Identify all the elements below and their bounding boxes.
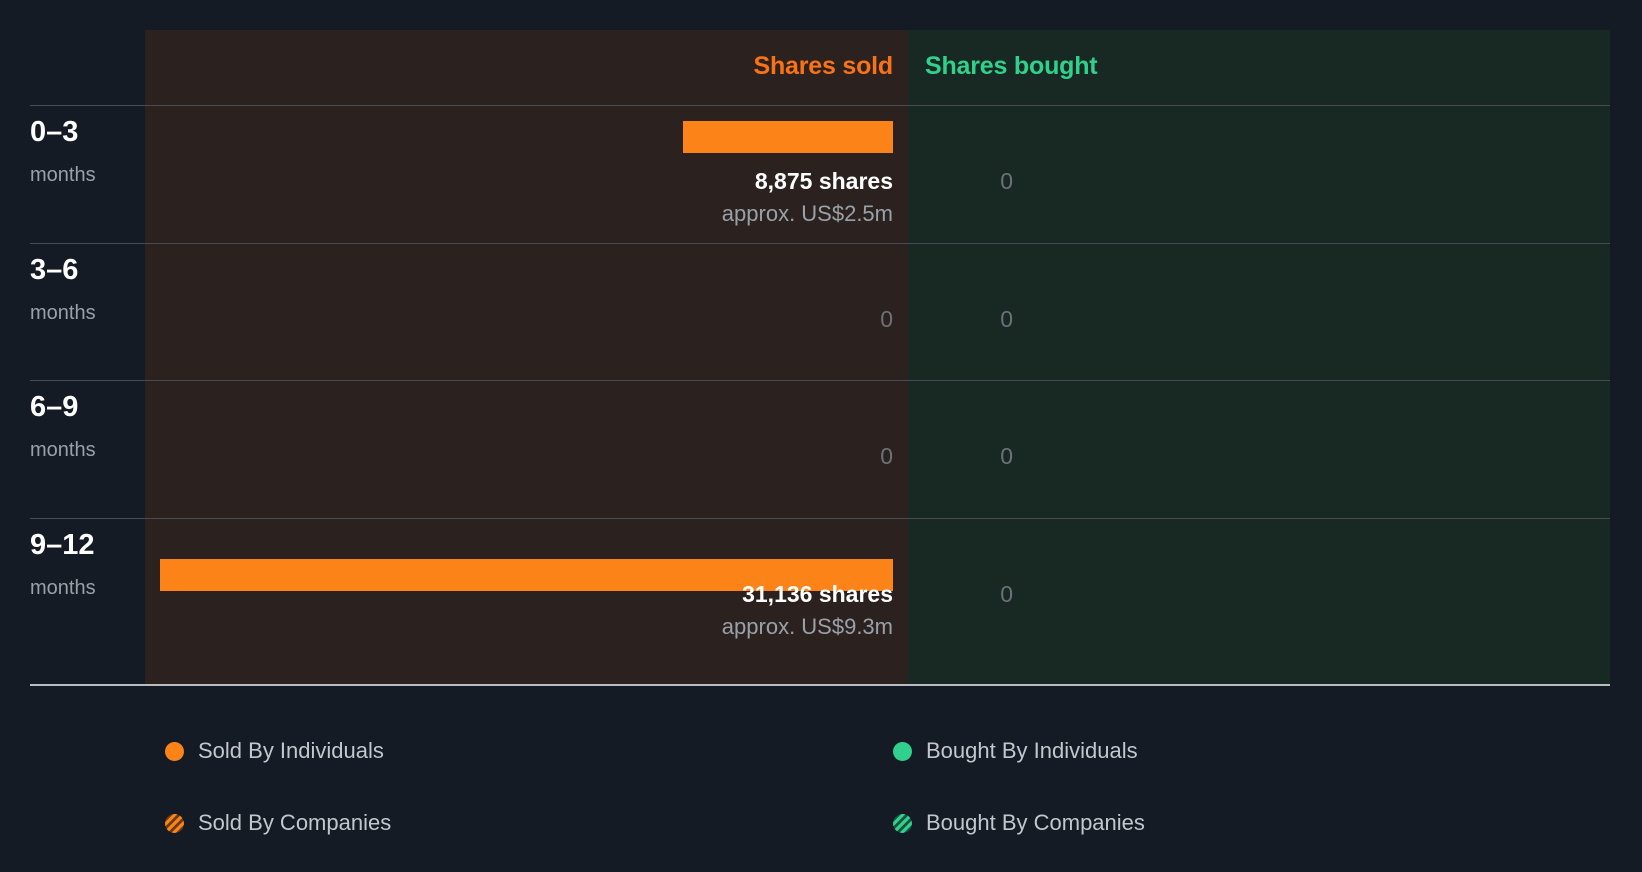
row-label-3-6: 3–6 months [30,254,140,324]
legend-label: Bought By Companies [926,810,1145,835]
sold-approx-9-12: approx. US$9.3m [721,614,893,639]
sold-bar-9-12[interactable] [160,559,893,591]
sold-value-0-3: 8,875 shares [754,168,893,194]
bought-value-3-6: 0 [1000,306,1013,332]
orange-hatched-circle-icon [165,813,184,833]
row-unit-label: months [30,439,96,461]
row-divider [30,380,1610,381]
legend-item-sold-by-companies[interactable]: Sold By Companies [165,810,391,836]
row-range-label: 3–6 [30,254,79,286]
row-divider [30,243,1610,244]
green-hatched-circle-icon [893,813,912,833]
shares-bought-header: Shares bought [925,52,1098,80]
shares-sold-header: Shares sold [753,52,893,80]
bought-value-6-9: 0 [1000,443,1013,469]
green-circle-icon [893,741,912,761]
legend-label: Sold By Companies [198,810,392,835]
legend-item-bought-by-individuals[interactable]: Bought By Individuals [893,738,1138,764]
sold-approx-0-3: approx. US$2.5m [721,201,893,226]
row-range-label: 0–3 [30,116,79,148]
shares-bought-column-panel [908,30,1610,685]
sold-value-3-6: 0 [880,306,893,332]
bought-value-9-12: 0 [1000,581,1013,607]
row-unit-label: months [30,577,96,599]
legend-item-sold-by-individuals[interactable]: Sold By Individuals [165,738,384,764]
sold-value-9-12: 31,136 shares [742,581,893,607]
row-range-label: 6–9 [30,391,79,423]
legend-label: Bought By Individuals [926,738,1138,763]
axis-baseline [30,684,1610,686]
row-unit-label: months [30,302,96,324]
row-range-label: 9–12 [30,529,95,561]
bought-value-0-3: 0 [1000,168,1013,194]
legend-label: Sold By Individuals [198,738,384,763]
orange-circle-icon [165,741,184,761]
sold-value-6-9: 0 [880,443,893,469]
row-label-0-3: 0–3 months [30,116,140,186]
row-label-6-9: 6–9 months [30,391,140,461]
sold-bar-0-3[interactable] [683,121,893,153]
row-unit-label: months [30,164,96,186]
row-divider [30,105,1610,106]
row-label-9-12: 9–12 months [30,529,140,599]
row-divider [30,518,1610,519]
legend-item-bought-by-companies[interactable]: Bought By Companies [893,810,1145,836]
